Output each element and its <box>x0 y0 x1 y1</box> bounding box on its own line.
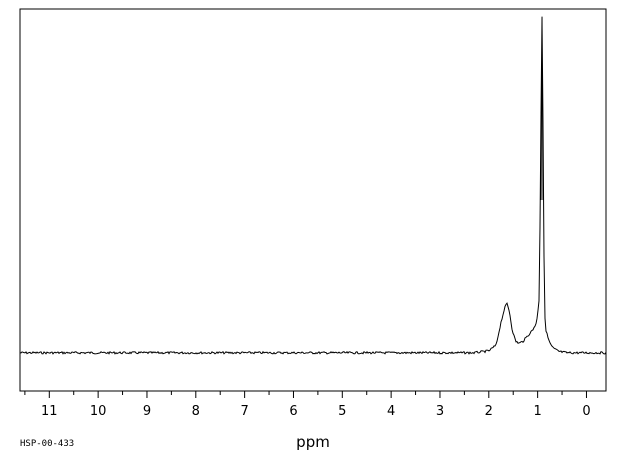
x-tick-label: 8 <box>192 404 200 419</box>
x-tick-label: 7 <box>240 404 248 419</box>
x-tick-label: 6 <box>289 404 297 419</box>
x-tick-label: 2 <box>485 404 493 419</box>
x-tick-label: 0 <box>582 404 590 419</box>
minor-ticks <box>24 391 563 395</box>
x-tick-label: 3 <box>436 404 444 419</box>
tick-labels: 11 10 9 8 7 6 5 4 3 2 1 0 <box>41 404 591 419</box>
major-ticks <box>48 391 587 398</box>
x-tick-label: 5 <box>338 404 346 419</box>
x-axis-title: ppm <box>296 433 330 451</box>
x-tick-label: 9 <box>143 404 151 419</box>
x-tick-label: 1 <box>533 404 541 419</box>
spectrum-id: HSP-00-433 <box>20 439 74 449</box>
x-tick-label: 4 <box>387 404 395 419</box>
spectrum-line <box>19 16 607 355</box>
plot-frame <box>19 8 607 392</box>
x-tick-label: 11 <box>41 404 58 419</box>
x-tick-label: 10 <box>90 404 107 419</box>
